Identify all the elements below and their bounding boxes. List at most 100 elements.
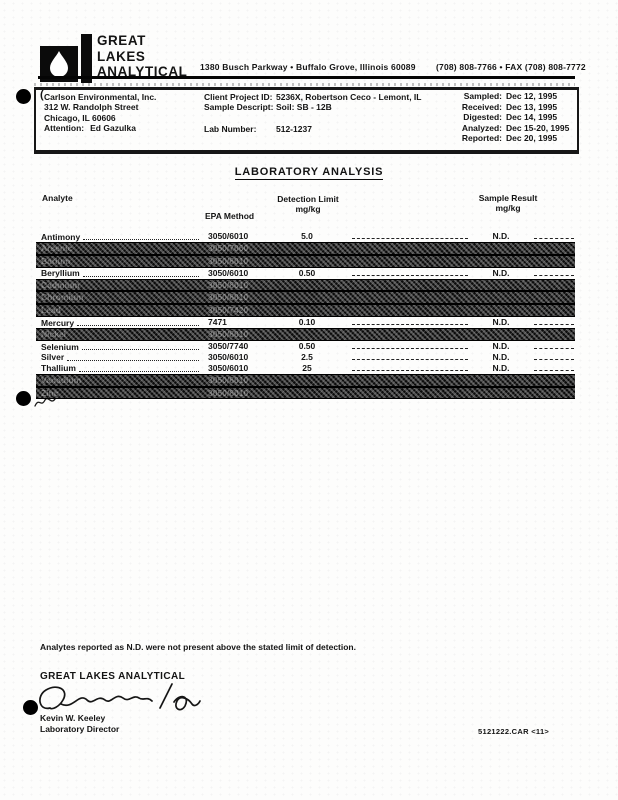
analyte-row: Mercury 7471 0.10 N.D. bbox=[36, 317, 575, 328]
detection-limit-text: Detection Limit bbox=[277, 194, 339, 204]
dashed-leader-mid bbox=[352, 324, 468, 326]
dotted-leader bbox=[67, 352, 199, 361]
date-value: Dec 14, 1995 bbox=[506, 112, 558, 123]
analyte-name: Chromium bbox=[41, 292, 84, 303]
lab-number-value: 512-1237 bbox=[276, 123, 312, 134]
analyte-cell: Antimony bbox=[41, 231, 201, 242]
analyte-cell: Selenium bbox=[41, 341, 201, 352]
dashed-leader-mid bbox=[352, 348, 468, 350]
epa-method-cell: 3050/7740 bbox=[208, 341, 249, 352]
dashed-leader-end bbox=[534, 348, 574, 350]
column-header-analyte: Analyte bbox=[42, 193, 73, 203]
analyte-row: Lead 3050/7420 bbox=[36, 304, 575, 318]
epa-method-cell: 3050/6010 bbox=[208, 267, 249, 278]
detection-limit-cell: 25 bbox=[302, 362, 312, 373]
client-street: 312 W. Randolph Street bbox=[44, 102, 139, 113]
dotted-leader bbox=[83, 231, 199, 240]
analyte-cell: Zinc bbox=[41, 388, 201, 399]
sample-descript-value: Soil: SB - 12B bbox=[276, 102, 332, 113]
nd-footnote: Analytes reported as N.D. were not prese… bbox=[40, 642, 356, 652]
analyte-row: Silver 3050/6010 2.5 N.D. bbox=[36, 352, 575, 363]
date-row-digested: Digested: Dec 14, 1995 bbox=[456, 112, 569, 123]
epa-method-cell: 3050/6010 bbox=[208, 351, 249, 362]
dashed-leader-end bbox=[534, 324, 574, 326]
dashed-leader-end bbox=[534, 358, 574, 360]
analyte-name: Vanadium bbox=[41, 374, 82, 385]
analyte-name: Antimony bbox=[41, 231, 81, 242]
epa-method-cell: 3050/6010 bbox=[208, 255, 249, 266]
client-address-block: Carlson Environmental, Inc. 312 W. Rando… bbox=[44, 92, 156, 134]
analyte-row: Vanadium 3050/6010 bbox=[36, 373, 575, 387]
dotted-leader bbox=[82, 268, 199, 277]
column-header-sample-result: Sample Result mg/kg bbox=[452, 193, 564, 213]
analyte-name: Nickel bbox=[41, 329, 67, 340]
water-droplet-icon bbox=[50, 51, 68, 77]
detection-limit-cell: 5.0 bbox=[301, 231, 313, 241]
lab-analysis-title-wrap: LABORATORY ANALYSIS bbox=[0, 162, 618, 180]
analyte-name: Beryllium bbox=[41, 268, 80, 279]
analyte-name: Arsenic bbox=[41, 242, 73, 253]
analyte-name: Zinc bbox=[41, 387, 59, 398]
analyte-cell: Silver bbox=[41, 352, 201, 363]
hole-punch-middle bbox=[16, 391, 31, 406]
handwritten-mark bbox=[33, 395, 57, 416]
date-row-sampled: Sampled: Dec 12, 1995 bbox=[456, 91, 569, 102]
analyte-row: Chromium 3050/6010 bbox=[36, 291, 575, 305]
column-header-detection-limit: Detection Limit mg/kg bbox=[260, 194, 356, 214]
analyte-cell: Chromium bbox=[41, 292, 201, 303]
sample-result-cell: N.D. bbox=[492, 317, 510, 328]
sample-result-cell: N.D. bbox=[492, 267, 510, 278]
attention-label: Attention: bbox=[44, 123, 85, 134]
analyte-row: Beryllium 3050/6010 0.50 N.D. bbox=[36, 268, 575, 279]
dashed-leader-end bbox=[534, 274, 574, 276]
epa-method-cell: 3050/6010 bbox=[208, 362, 249, 373]
date-row-received: Received: Dec 13, 1995 bbox=[456, 102, 569, 113]
dashed-leader-mid bbox=[352, 274, 468, 276]
lab-number-label: Lab Number: bbox=[204, 123, 257, 134]
sample-result-cell: N.D. bbox=[492, 341, 510, 352]
date-label: Sampled: bbox=[463, 91, 502, 101]
logo-bar bbox=[81, 34, 92, 83]
analyte-name: Lead bbox=[41, 305, 61, 316]
analyte-cell: Lead bbox=[41, 305, 201, 316]
epa-method-cell: 3050/6010 bbox=[208, 374, 249, 385]
analyte-row: Cadmium 3050/6010 bbox=[36, 278, 575, 292]
sample-descript-row: Sample Descript: Soil: SB - 12B bbox=[204, 102, 421, 112]
analyte-cell: Thallium bbox=[41, 363, 201, 374]
client-attention: Attention: Ed Gazulka bbox=[44, 123, 156, 133]
project-id-value: 5236X, Robertson Ceco - Lemont, IL bbox=[276, 92, 422, 102]
signature-company-name: GREAT LAKES ANALYTICAL bbox=[40, 671, 186, 682]
dotted-leader bbox=[77, 317, 199, 327]
date-label: Received: bbox=[461, 101, 502, 112]
project-id-label: Client Project ID: bbox=[204, 92, 273, 102]
analyte-row: Antimony 3050/6010 5.0 N.D. bbox=[36, 231, 575, 242]
sample-result-cell: N.D. bbox=[492, 362, 510, 373]
detection-limit-units: mg/kg bbox=[295, 204, 321, 214]
analyte-name: Cadmium bbox=[41, 279, 80, 290]
detection-limit-cell: 0.50 bbox=[298, 341, 316, 352]
analyte-cell: Vanadium bbox=[41, 375, 201, 386]
analyte-cell: Barium bbox=[41, 256, 201, 267]
sample-result-cell: N.D. bbox=[492, 231, 510, 241]
letterhead-address: 1380 Busch Parkway • Buffalo Grove, Illi… bbox=[200, 62, 416, 72]
date-row-analyzed: Analyzed: Dec 15-20, 1995 bbox=[456, 123, 569, 134]
handwritten-signature bbox=[34, 680, 209, 725]
analyte-cell: Nickel bbox=[41, 329, 201, 340]
date-value: Dec 13, 1995 bbox=[506, 101, 558, 112]
analyte-row: Selenium 3050/7740 0.50 N.D. bbox=[36, 341, 575, 352]
epa-method-cell: 3050/7060 bbox=[208, 242, 249, 253]
logo-company-name: GREAT LAKES ANALYTICAL bbox=[97, 32, 188, 79]
dashed-leader-end bbox=[534, 238, 574, 239]
dotted-leader bbox=[81, 341, 199, 351]
attention-name: Ed Gazulka bbox=[90, 123, 136, 134]
epa-method-cell: 3050/6010 bbox=[208, 292, 249, 303]
signatory-name-title: Kevin W. Keeley Laboratory Director bbox=[40, 713, 120, 734]
analyte-row: Zinc 3050/6010 bbox=[36, 386, 575, 400]
analyte-cell: Beryllium bbox=[41, 268, 201, 279]
detection-limit-cell: 0.50 bbox=[298, 267, 316, 278]
date-value: Dec 12, 1995 bbox=[506, 91, 558, 101]
client-city: Chicago, IL 60606 bbox=[44, 112, 116, 123]
dotted-leader bbox=[78, 363, 199, 372]
analyte-name: Barium bbox=[41, 255, 71, 266]
